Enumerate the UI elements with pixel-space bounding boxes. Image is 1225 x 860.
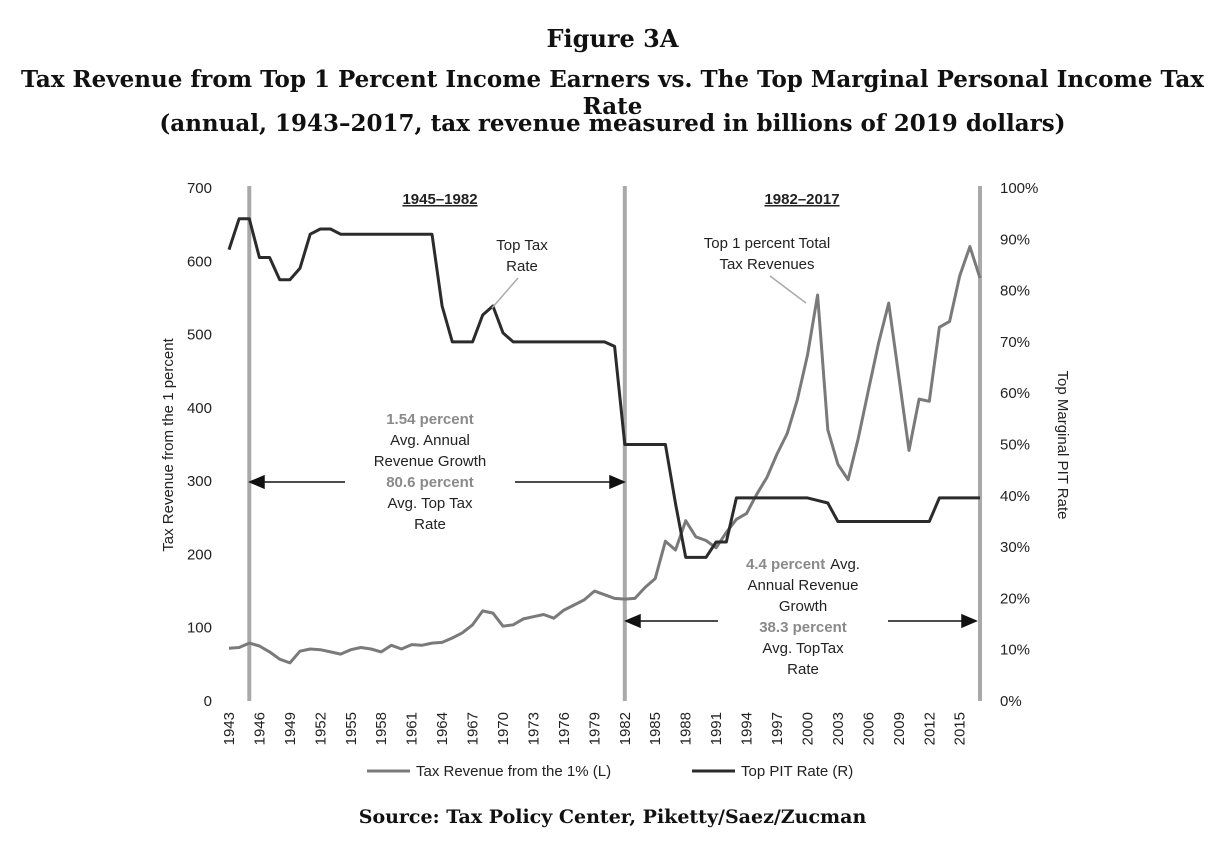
p2-growth-label-3: Growth [779,598,827,615]
p1-growth-label-2: Revenue Growth [374,453,487,470]
x-tick: 1961 [404,712,421,745]
p2-growth-label-1: Avg. [830,556,860,573]
x-tick: 1985 [647,712,664,745]
annotation-top-tax-rate-1: Top Tax [496,237,548,254]
p2-growth-value: 4.4 percent [746,556,825,573]
x-tick: 1976 [556,712,573,745]
x-tick: 1955 [343,712,360,745]
annotation-top1-revenue-2: Tax Revenues [719,256,814,273]
x-tick: 2003 [830,712,847,745]
y-axis-right-label: Top Marginal PIT Rate [1054,371,1071,520]
y-tick-left: 200 [187,546,212,563]
legend-label-revenue: Tax Revenue from the 1% (L) [416,763,611,780]
x-tick: 1994 [739,712,756,745]
y-tick-right: 40% [1000,488,1030,505]
y-tick-left: 600 [187,253,212,270]
p1-rate-value: 80.6 percent [386,474,474,491]
x-tick: 1952 [312,712,329,745]
annotation-top-tax-rate-2: Rate [506,258,538,275]
y-tick-left: 700 [187,180,212,197]
period-label-1: 1945–1982 [402,191,477,208]
x-tick: 1970 [495,712,512,745]
y-tick-right: 90% [1000,231,1030,248]
p1-rate-label-1: Avg. Top Tax [387,495,473,512]
series-line-2 [227,217,980,559]
y-tick-left: 500 [187,327,212,344]
figure-title: Tax Revenue from Top 1 Percent Income Ea… [21,66,1204,120]
period-label-2: 1982–2017 [764,191,839,208]
y-tick-left: 0 [204,693,212,710]
x-tick: 2006 [860,712,877,745]
x-tick: 1982 [617,712,634,745]
p1-growth-value: 1.54 percent [386,411,474,428]
p1-rate-label-2: Rate [414,516,446,533]
x-tick: 2015 [952,712,969,745]
y-tick-right: 0% [1000,693,1022,710]
p2-rate-value: 38.3 percent [759,619,847,636]
x-tick: 1943 [221,712,238,745]
y-tick-right: 10% [1000,642,1030,659]
x-tick: 1967 [465,712,482,745]
x-tick: 1946 [251,712,268,745]
p2-rate-label-2: Rate [787,661,819,678]
p2-growth-line-1: 4.4 percent Avg. [746,556,860,573]
x-tick: 2012 [921,712,938,745]
y-tick-right: 70% [1000,334,1030,351]
series-line-1 [228,245,982,665]
annotation-leader-top1 [769,275,807,304]
x-tick: 1988 [678,712,695,745]
p2-growth-label-2: Annual Revenue [748,577,859,594]
y-tick-right: 100% [1000,180,1038,197]
x-tick: 1958 [373,712,390,745]
y-tick-left: 400 [187,400,212,417]
y-tick-right: 20% [1000,590,1030,607]
y-tick-right: 50% [1000,437,1030,454]
x-tick: 2009 [891,712,908,745]
x-tick: 1949 [282,712,299,745]
y-tick-right: 80% [1000,283,1030,300]
y-tick-left: 100 [187,620,212,637]
y-tick-right: 30% [1000,539,1030,556]
annotation-top1-revenue-1: Top 1 percent Total [704,235,830,252]
annotation-leader-top-tax [491,277,519,309]
source-note: Source: Tax Policy Center, Piketty/Saez/… [358,806,867,828]
period-1-arrows [248,474,626,490]
x-tick: 1979 [586,712,603,745]
period-2-arrows [624,613,978,629]
x-tick: 1964 [434,712,451,745]
x-tick: 2000 [799,712,816,745]
legend-label-rate: Top PIT Rate (R) [741,763,853,780]
y-axis-left-label: Tax Revenue from the 1 percent [160,337,177,551]
x-tick: 1991 [708,712,725,745]
y-tick-left: 300 [187,473,212,490]
x-tick: 1973 [525,712,542,745]
p2-rate-label-1: Avg. TopTax [762,640,844,657]
x-tick: 1997 [769,712,786,745]
p1-growth-label-1: Avg. Annual [390,432,470,449]
figure-label: Figure 3A [546,24,679,53]
figure-subtitle: (annual, 1943–2017, tax revenue measured… [159,110,1066,137]
y-tick-right: 60% [1000,385,1030,402]
